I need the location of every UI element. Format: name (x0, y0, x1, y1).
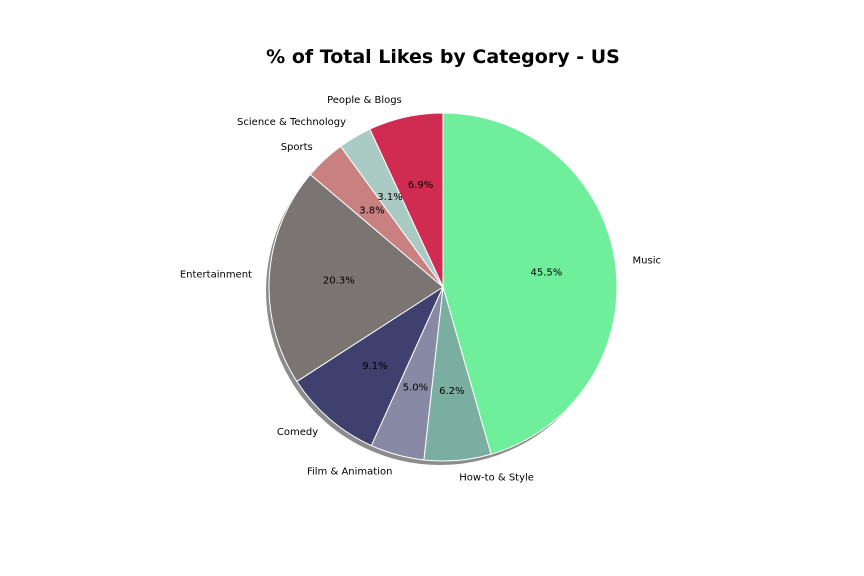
category-label-music: Music (633, 255, 661, 266)
percent-label-sports: 3.8% (359, 206, 384, 217)
percent-label-film-animation: 5.0% (403, 383, 428, 394)
slice-entertainment (268, 174, 444, 382)
category-label-sports: Sports (281, 142, 313, 153)
percent-label-music: 45.5% (530, 267, 562, 278)
category-label-film-animation: Film & Animation (307, 467, 392, 478)
slice-comedy (296, 286, 444, 447)
percent-label-people-blogs: 6.9% (408, 180, 433, 191)
slice-people-blogs (369, 112, 444, 288)
category-label-science-technology: Science & Technology (237, 117, 346, 128)
percent-label-entertainment: 20.3% (323, 275, 355, 286)
pie-labels: Music 45.5% How-to & Style 6.2% Film & Anima… (180, 95, 661, 484)
pie-slices (268, 112, 618, 462)
percent-label-science-technology: 3.1% (377, 192, 402, 203)
slice-music (442, 112, 618, 455)
category-label-how-to-style: How-to & Style (459, 473, 534, 484)
category-label-people-blogs: People & Blogs (327, 95, 402, 106)
percent-label-how-to-style: 6.2% (439, 386, 464, 397)
category-label-entertainment: Entertainment (180, 270, 252, 281)
chart-title: % of Total Likes by Category - US (266, 46, 620, 68)
category-label-comedy: Comedy (277, 427, 318, 438)
percent-label-comedy: 9.1% (362, 361, 387, 372)
